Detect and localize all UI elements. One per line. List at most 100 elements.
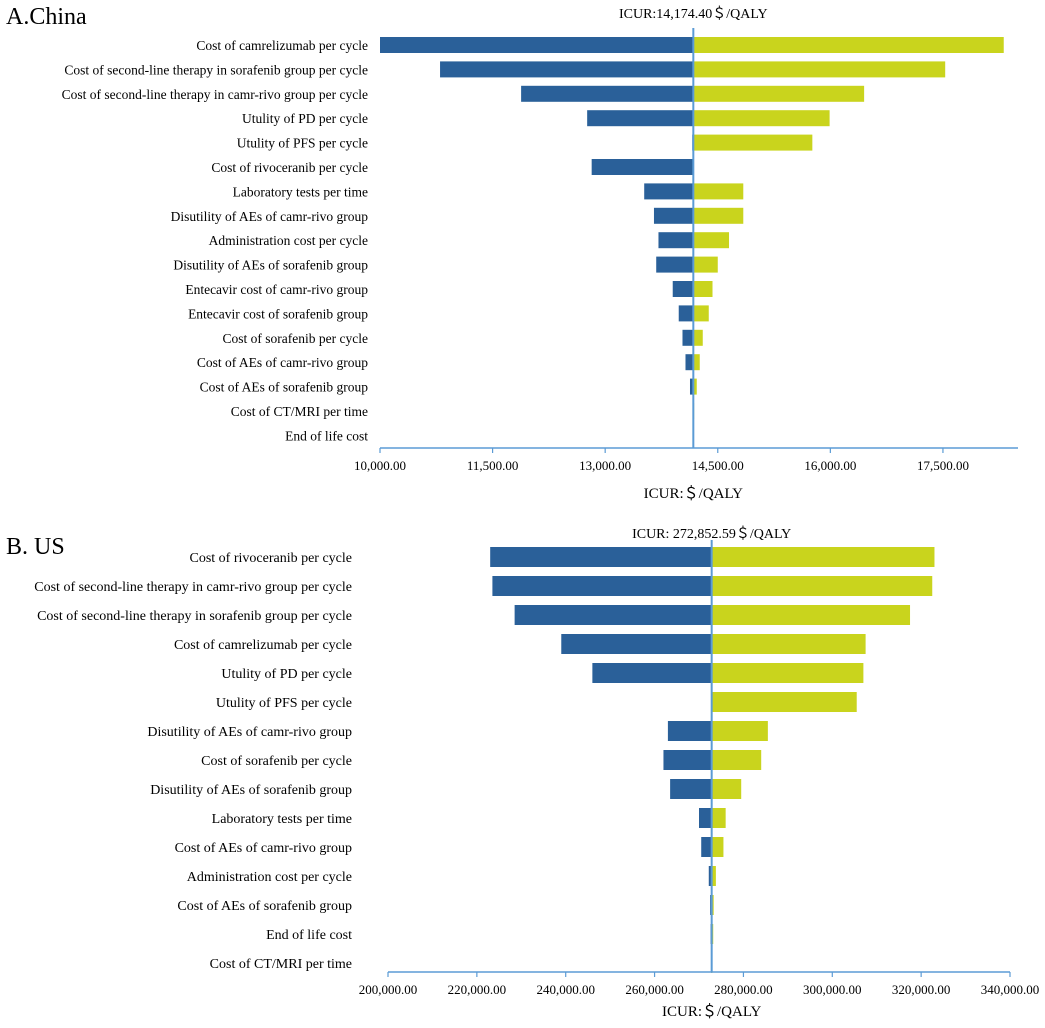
bar-high-us-12	[711, 866, 716, 886]
bar-high-us-5	[711, 663, 864, 683]
bar-low-china-11	[672, 281, 694, 297]
bar-low-us-4	[561, 634, 712, 654]
x-tick-label-china-5: 16,000.00	[804, 458, 856, 473]
x-tick-label-us-3: 240,000.00	[536, 982, 595, 997]
bar-high-china-15	[693, 378, 697, 395]
bar-high-china-2	[693, 61, 946, 78]
x-axis-title-us: ICUR:＄/QALY	[662, 1004, 762, 1020]
parameter-label-china-4: Utulity of PD per cycle	[242, 111, 368, 126]
parameter-label-china-9: Administration cost per cycle	[209, 233, 368, 248]
parameter-label-china-2: Cost of second-line therapy in sorafenib…	[64, 62, 368, 77]
bar-high-us-1	[711, 547, 935, 567]
bar-high-china-5	[693, 134, 813, 151]
tornado-panel-us: B. US ICUR: 272,852.59＄/QALY Cost of riv…	[0, 520, 1045, 1028]
parameter-label-china-17: End of life cost	[285, 428, 368, 443]
parameter-label-china-7: Laboratory tests per time	[233, 184, 368, 199]
parameter-label-us-11: Cost of AEs of camr-rivo group	[175, 841, 352, 856]
bar-low-us-8	[663, 750, 712, 770]
parameter-label-us-3: Cost of second-line therapy in sorafenib…	[37, 609, 352, 624]
panel-label-us: B. US	[6, 534, 65, 560]
x-tick-label-us-2: 220,000.00	[448, 982, 507, 997]
bar-high-us-4	[711, 634, 866, 654]
bar-high-china-11	[693, 281, 713, 297]
bar-high-us-7	[711, 721, 768, 741]
bar-low-china-10	[656, 256, 694, 273]
parameter-label-china-8: Disutility of AEs of camr-rivo group	[171, 209, 369, 224]
icur-reference-label-china: ICUR:14,174.40＄/QALY	[618, 7, 768, 22]
bar-high-us-9	[711, 779, 742, 799]
x-tick-label-us-4: 260,000.00	[625, 982, 684, 997]
x-axis-title-china: ICUR:＄/QALY	[643, 486, 743, 502]
bar-low-us-1	[490, 547, 712, 567]
x-tick-label-us-6: 300,000.00	[803, 982, 862, 997]
bar-high-china-13	[693, 329, 703, 346]
bar-low-us-9	[670, 779, 712, 799]
bar-low-china-2	[440, 61, 694, 78]
parameter-label-china-3: Cost of second-line therapy in camr-rivo…	[62, 87, 368, 102]
bar-low-china-15	[689, 378, 694, 395]
bar-high-us-2	[711, 576, 933, 596]
x-tick-label-china-1: 10,000.00	[354, 458, 406, 473]
parameter-label-us-8: Cost of sorafenib per cycle	[201, 754, 352, 769]
parameter-label-china-13: Cost of sorafenib per cycle	[223, 331, 368, 346]
tornado-chart-us: Cost of rivoceranib per cycle Cost of sec…	[34, 540, 1040, 997]
bar-low-china-1	[380, 37, 694, 53]
parameter-label-china-11: Entecavir cost of camr-rivo group	[185, 282, 368, 297]
bar-high-us-6	[711, 692, 857, 712]
bar-high-china-8	[693, 207, 744, 224]
parameter-label-china-1: Cost of camrelizumab per cycle	[196, 38, 368, 53]
bar-high-us-3	[711, 605, 911, 625]
bar-high-china-7	[693, 183, 744, 200]
bar-low-china-12	[678, 305, 694, 322]
parameter-label-us-9: Disutility of AEs of sorafenib group	[150, 783, 352, 798]
bar-high-china-10	[693, 256, 718, 273]
tornado-panel-china: A.China ICUR:14,174.40＄/QALY Cost of cam…	[0, 0, 1045, 510]
x-tick-label-china-2: 11,500.00	[467, 458, 519, 473]
bar-high-china-3	[693, 85, 865, 102]
parameter-label-us-14: End of life cost	[266, 928, 352, 943]
parameter-label-us-13: Cost of AEs of sorafenib group	[177, 899, 352, 914]
parameter-label-us-5: Utulity of PD per cycle	[221, 667, 352, 682]
bar-low-us-3	[514, 605, 712, 625]
bar-high-china-9	[693, 232, 730, 249]
parameter-label-us-7: Disutility of AEs of camr-rivo group	[147, 725, 352, 740]
bar-low-china-8	[653, 207, 694, 224]
parameter-label-china-5: Utulity of PFS per cycle	[237, 136, 368, 151]
bar-low-us-5	[592, 663, 712, 683]
bar-low-us-2	[492, 576, 712, 596]
parameter-label-us-6: Utulity of PFS per cycle	[216, 696, 352, 711]
x-tick-label-us-8: 340,000.00	[981, 982, 1040, 997]
bar-low-us-11	[701, 837, 712, 857]
bar-low-china-3	[521, 85, 694, 102]
parameter-label-china-14: Cost of AEs of camr-rivo group	[197, 355, 368, 370]
bar-high-china-14	[693, 354, 700, 371]
bar-high-us-10	[711, 808, 726, 828]
bar-high-china-4	[693, 110, 830, 127]
parameter-label-us-10: Laboratory tests per time	[212, 812, 352, 827]
x-tick-label-china-4: 14,500.00	[692, 458, 744, 473]
parameter-label-china-15: Cost of AEs of sorafenib group	[200, 380, 369, 395]
tornado-chart-china: Cost of camrelizumab per cycle Cost of se…	[62, 28, 1018, 473]
parameter-label-us-15: Cost of CT/MRI per time	[210, 957, 352, 972]
bar-low-us-10	[699, 808, 712, 828]
bar-low-china-9	[658, 232, 694, 249]
bar-high-us-11	[711, 837, 724, 857]
bar-low-us-7	[667, 721, 712, 741]
parameter-label-china-16: Cost of CT/MRI per time	[231, 404, 368, 419]
parameter-label-china-12: Entecavir cost of sorafenib group	[188, 306, 368, 321]
icur-reference-label-us: ICUR: 272,852.59＄/QALY	[632, 527, 792, 542]
bar-low-china-7	[644, 183, 694, 200]
x-tick-label-china-6: 17,500.00	[917, 458, 969, 473]
x-tick-label-us-5: 280,000.00	[714, 982, 773, 997]
parameter-label-china-6: Cost of rivoceranib per cycle	[211, 160, 368, 175]
x-tick-label-us-7: 320,000.00	[892, 982, 951, 997]
bar-high-us-8	[711, 750, 762, 770]
x-tick-label-china-3: 13,000.00	[579, 458, 631, 473]
bar-low-china-13	[682, 329, 694, 346]
x-tick-label-us-1: 200,000.00	[359, 982, 418, 997]
bar-low-china-14	[685, 354, 694, 371]
panel-label-china: A.China	[6, 4, 87, 30]
parameter-label-us-1: Cost of rivoceranib per cycle	[190, 551, 353, 566]
parameter-label-us-12: Administration cost per cycle	[187, 870, 352, 885]
bar-low-china-6	[591, 159, 694, 175]
